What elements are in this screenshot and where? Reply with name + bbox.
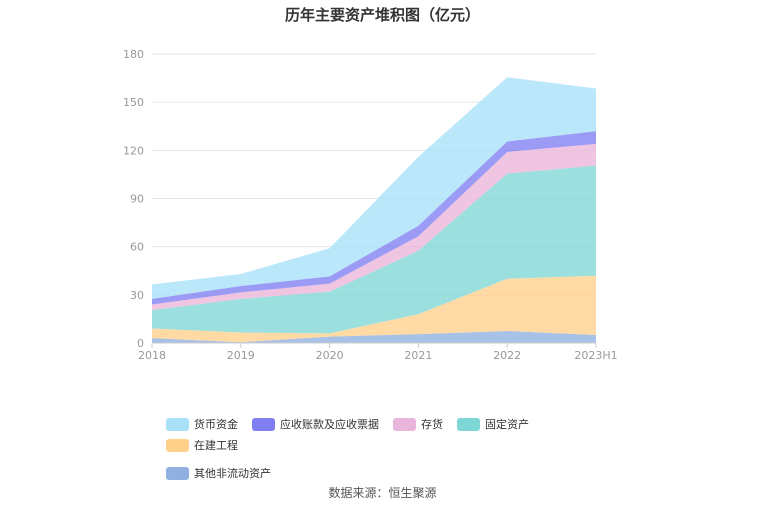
legend-swatch	[393, 417, 416, 431]
legend-label: 其他非流动资产	[194, 467, 271, 480]
legend-label: 应收账款及应收票据	[280, 418, 379, 431]
area-series-3	[152, 143, 596, 311]
legend-item[interactable]: 其他非流动资产	[166, 466, 271, 480]
legend-item[interactable]: 在建工程	[166, 438, 238, 452]
legend-label: 固定资产	[485, 418, 529, 431]
x-tick-label: 2019	[227, 349, 255, 362]
chart-legend: 货币资金 应收账款及应收票据 存货 固定资产在建工程其他非流动资产	[166, 417, 606, 480]
y-tick-label: 30	[130, 289, 144, 302]
data-source-note: 数据来源：恒生聚源	[328, 486, 437, 500]
y-tick-label: 0	[137, 337, 144, 350]
legend-item[interactable]: 应收账款及应收票据	[252, 417, 379, 431]
area-series-2	[152, 165, 596, 334]
x-tick-label: 2020	[316, 349, 344, 362]
y-tick-label: 60	[130, 241, 144, 254]
area-series-0	[152, 330, 596, 343]
legend-item[interactable]: 固定资产	[457, 417, 529, 431]
legend-item[interactable]: 货币资金	[166, 417, 238, 431]
y-tick-label: 150	[123, 96, 144, 109]
legend-item[interactable]: 存货	[393, 417, 443, 431]
legend-label: 存货	[421, 418, 443, 431]
x-tick-label: 2018	[138, 349, 166, 362]
legend-swatch	[166, 466, 189, 480]
x-tick-label: 2023H1	[574, 349, 617, 362]
area-series-5	[152, 77, 596, 299]
x-tick-label: 2022	[493, 349, 521, 362]
legend-swatch	[166, 417, 189, 431]
legend-swatch	[252, 417, 275, 431]
legend-label: 在建工程	[194, 439, 238, 452]
axes: 0 30 60 90 120 150 180 2018 2019 2020 2021 2022 2023…	[123, 48, 618, 362]
area-series	[152, 77, 596, 343]
y-tick-label: 120	[123, 144, 144, 157]
legend-swatch	[457, 417, 480, 431]
legend-swatch	[166, 438, 189, 452]
chart-title: 历年主要资产堆积图（亿元）	[284, 6, 480, 24]
legend-label: 货币资金	[194, 418, 238, 431]
x-tick-label: 2021	[404, 349, 432, 362]
y-tick-label: 180	[123, 48, 144, 61]
area-series-1	[152, 275, 596, 343]
y-tick-label: 90	[130, 193, 144, 206]
